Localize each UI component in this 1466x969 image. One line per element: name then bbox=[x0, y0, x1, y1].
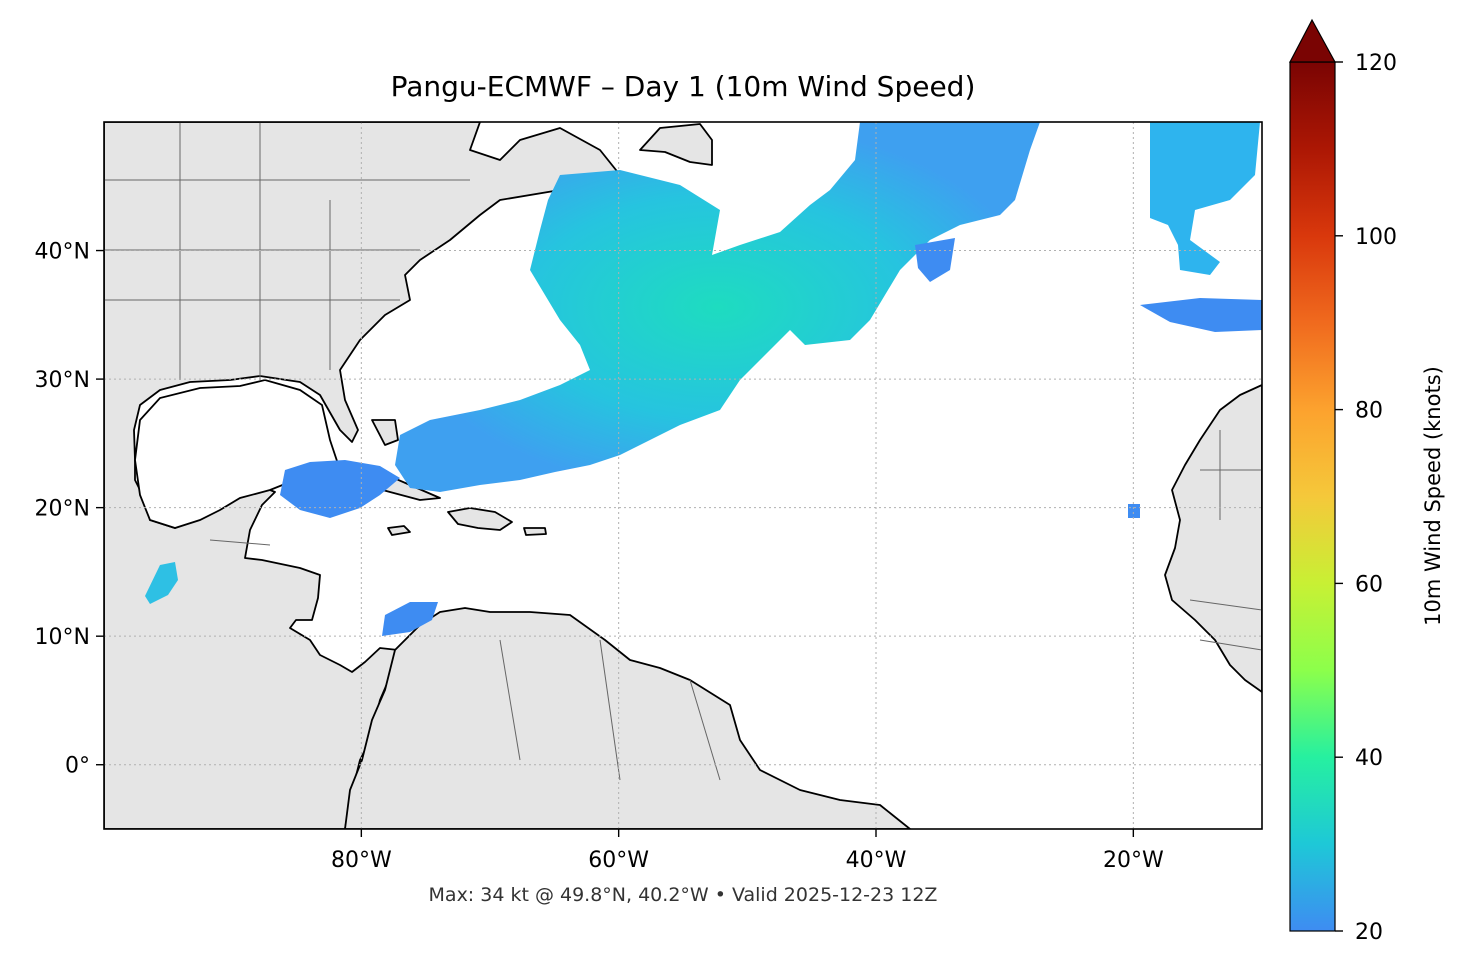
x-tick-label: 20°W bbox=[1103, 848, 1164, 873]
colorbar-tick-label: 80 bbox=[1355, 399, 1383, 424]
x-tick-label: 40°W bbox=[846, 848, 907, 873]
colorbar-tick-label: 120 bbox=[1355, 51, 1397, 76]
bahamas-land bbox=[371, 419, 399, 446]
colorbar-tick-label: 20 bbox=[1355, 920, 1383, 945]
wind-swath-gulf bbox=[145, 562, 178, 604]
x-tick-label: 60°W bbox=[588, 848, 649, 873]
y-tick-label: 0° bbox=[65, 754, 90, 779]
gridlines bbox=[104, 122, 1262, 829]
wind-swath-ne bbox=[1150, 122, 1260, 275]
chart-title: Pangu-ECMWF – Day 1 (10m Wind Speed) bbox=[390, 70, 976, 103]
y-axis: 40°N 30°N 20°N 10°N 0° bbox=[35, 240, 104, 779]
colorbar-gradient bbox=[1289, 61, 1336, 932]
wind-field bbox=[145, 122, 1262, 636]
map-frame bbox=[103, 121, 1263, 830]
colorbar-extend-arrow bbox=[1289, 18, 1337, 63]
y-tick-label: 40°N bbox=[35, 240, 90, 265]
wind-swath-islands bbox=[915, 238, 955, 282]
colorbar-tick-label: 40 bbox=[1355, 746, 1383, 771]
jamaica-land bbox=[387, 525, 411, 536]
wind-swath-spot bbox=[1128, 504, 1140, 518]
colorbar: 20 40 60 80 100 120 10m Wind Speed (knots) bbox=[1289, 18, 1445, 945]
africa-land bbox=[1164, 384, 1262, 693]
x-axis: 80°W 60°W 40°W 20°W bbox=[331, 829, 1164, 873]
x-tick-label: 80°W bbox=[331, 848, 392, 873]
y-tick-label: 10°N bbox=[35, 625, 90, 650]
puerto-rico-land bbox=[523, 527, 547, 536]
colorbar-label: 10m Wind Speed (knots) bbox=[1421, 366, 1445, 626]
land-layer bbox=[104, 122, 1262, 829]
colorbar-tick-label: 100 bbox=[1355, 225, 1397, 250]
colorbar-ticks: 20 40 60 80 100 120 bbox=[1335, 51, 1397, 945]
y-tick-label: 20°N bbox=[35, 497, 90, 522]
y-tick-label: 30°N bbox=[35, 368, 90, 393]
colorbar-tick-label: 60 bbox=[1355, 572, 1383, 597]
wind-swath-cuba bbox=[280, 460, 400, 518]
south-america-land bbox=[344, 607, 911, 829]
map-content bbox=[104, 122, 1262, 829]
wind-swath-carib bbox=[382, 602, 438, 636]
newfoundland-land bbox=[639, 123, 713, 166]
hispaniola-land bbox=[447, 507, 513, 531]
wind-swath-east bbox=[1140, 298, 1262, 332]
wind-swath-main bbox=[395, 122, 1040, 492]
footer-note: Max: 34 kt @ 49.8°N, 40.2°W • Valid 2025… bbox=[428, 884, 938, 906]
